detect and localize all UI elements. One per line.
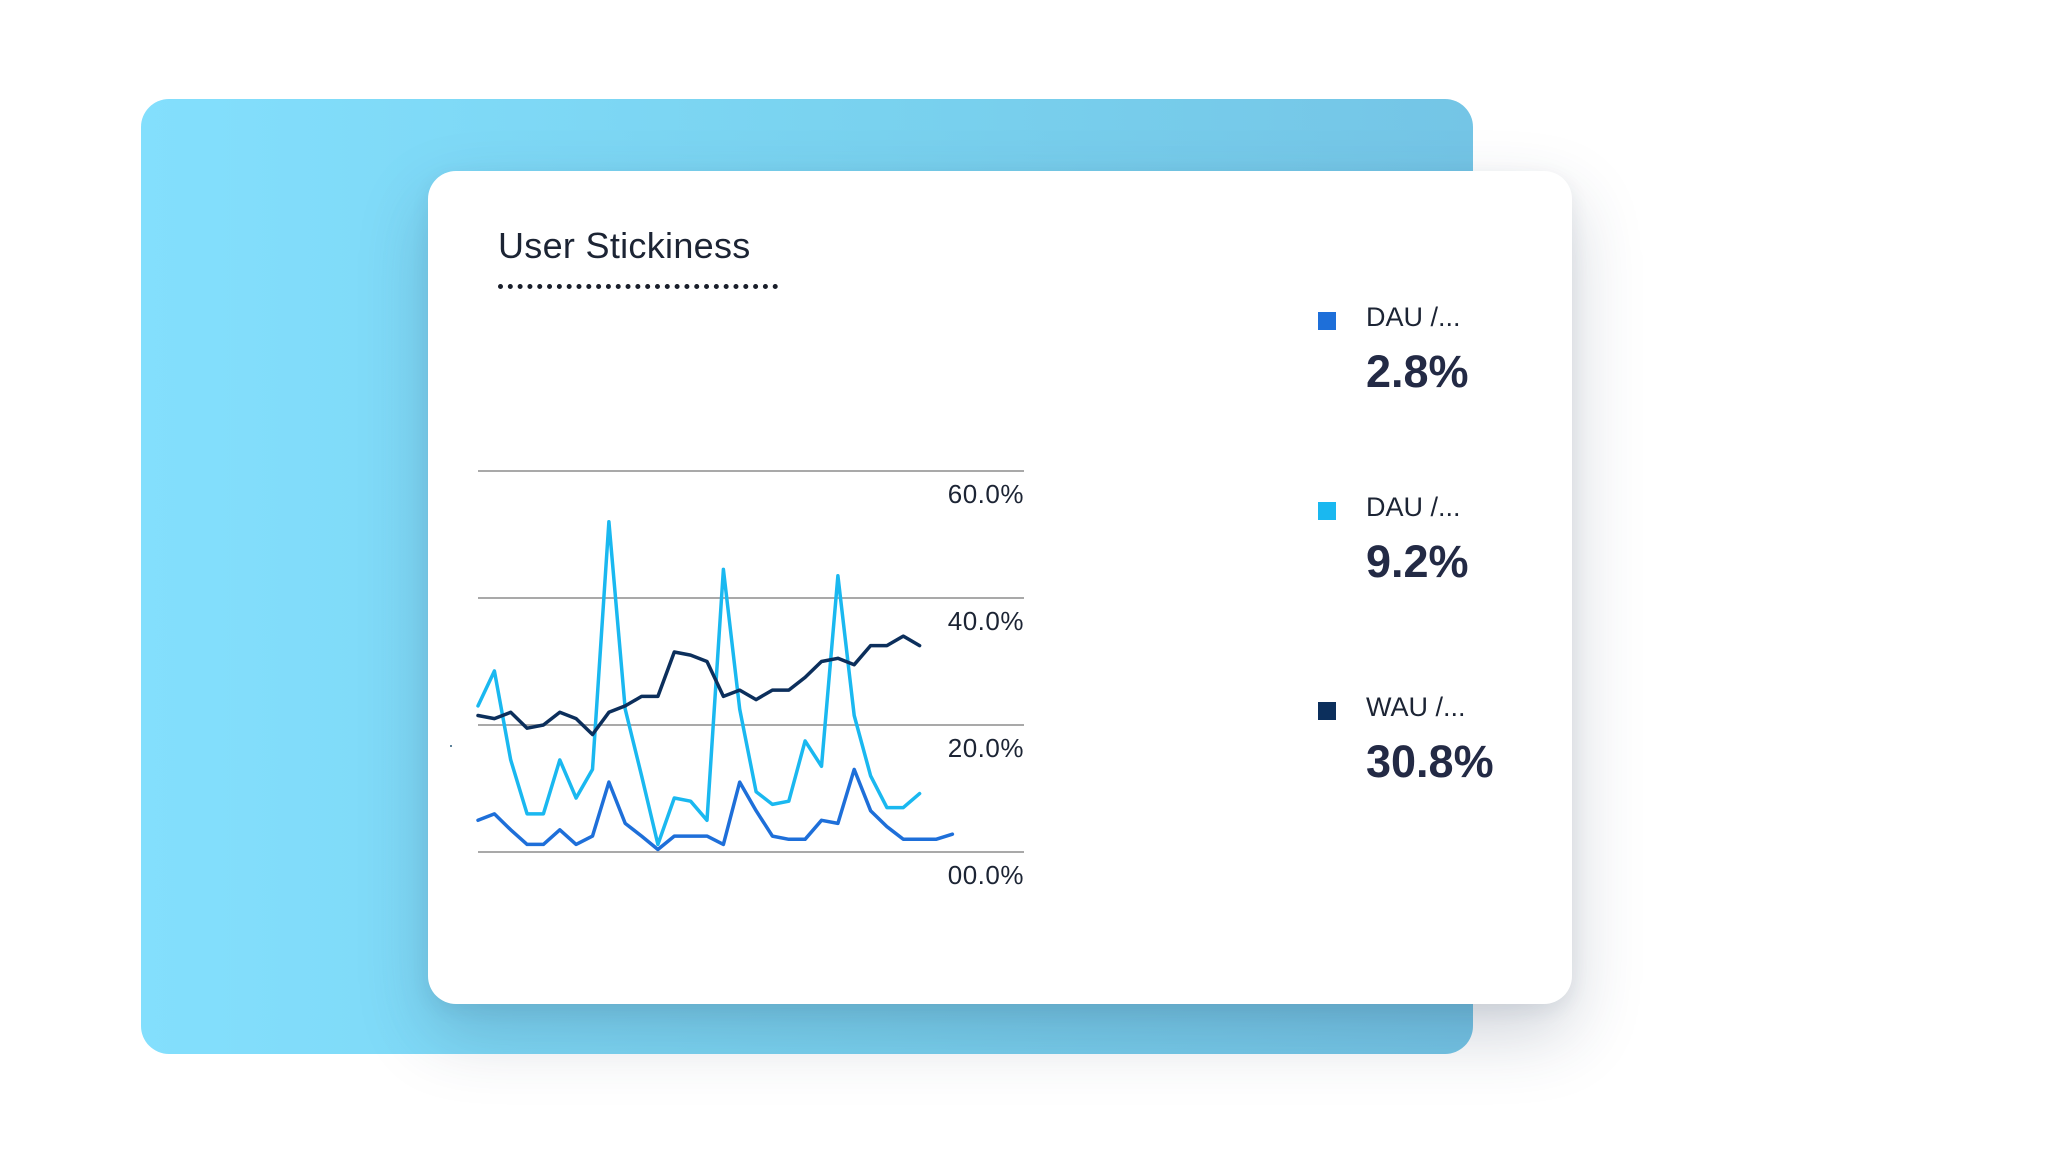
legend-label: DAU /... [1366,302,1461,332]
legend-value: 2.8% [1366,346,1469,397]
legend-value: 30.8% [1366,736,1494,787]
y-tick-label: 60.0% [948,479,1024,509]
legend-swatch-icon [1318,312,1336,330]
y-tick-label: 40.0% [948,606,1024,636]
legend-value: 9.2% [1366,536,1469,587]
y-tick-label: 00.0% [948,860,1024,890]
legend-swatch-icon [1318,702,1336,720]
legend-swatch-icon [1318,502,1336,520]
series-line-1 [476,520,922,847]
legend-label: WAU /... [1366,692,1466,722]
card-title: User Stickiness [498,225,751,266]
stickiness-card: User Stickiness 00.0% 20.0% 40.0% 60.0% DAU… [428,171,1572,1004]
stickiness-line-chart: 00.0% 20.0% 40.0% 60.0% [476,470,1024,890]
series-line-2 [476,634,922,737]
y-tick-label: 20.0% [948,733,1024,763]
legend-label: DAU /... [1366,492,1461,522]
title-dotted-underline [498,284,778,289]
series-line-0 [476,767,955,852]
stray-dot [450,745,452,747]
